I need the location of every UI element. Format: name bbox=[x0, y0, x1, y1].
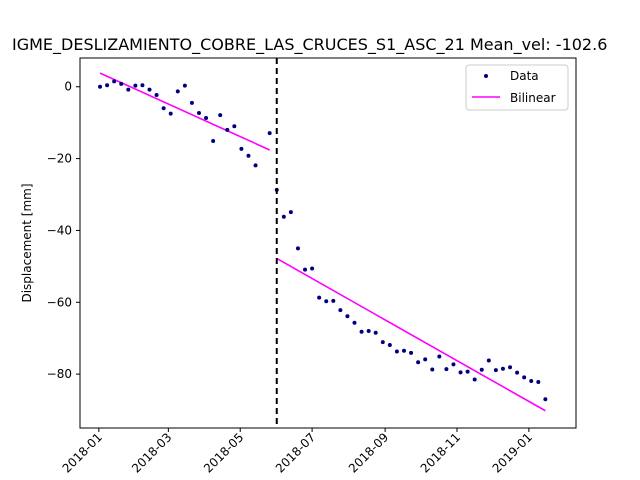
data-point bbox=[373, 330, 378, 335]
x-tick-label: 2018-07 bbox=[273, 430, 318, 475]
y-axis-label: Displacement [mm] bbox=[20, 183, 34, 302]
data-point bbox=[458, 370, 463, 375]
data-point bbox=[225, 127, 230, 132]
data-point bbox=[366, 329, 371, 334]
data-point bbox=[508, 365, 513, 370]
data-point bbox=[394, 349, 399, 354]
data-point bbox=[444, 367, 449, 372]
data-point bbox=[352, 320, 357, 325]
data-point bbox=[232, 124, 237, 129]
y-tick-label: 0 bbox=[64, 80, 72, 94]
data-point bbox=[295, 246, 300, 251]
data-point bbox=[486, 358, 491, 363]
data-point bbox=[338, 308, 343, 313]
y-tick-label: −60 bbox=[47, 295, 72, 309]
x-tick-label: 2018-03 bbox=[129, 430, 174, 475]
data-point bbox=[472, 377, 477, 382]
data-point bbox=[479, 367, 484, 372]
y-axis-ticks: 0 −20 −40 −60 −80 bbox=[47, 80, 80, 381]
data-point bbox=[168, 111, 173, 116]
data-point bbox=[140, 83, 145, 88]
data-point bbox=[451, 362, 456, 367]
data-point bbox=[401, 348, 406, 353]
data-point bbox=[409, 350, 414, 355]
data-point bbox=[189, 100, 194, 105]
data-point bbox=[529, 378, 534, 383]
data-point bbox=[303, 267, 308, 272]
x-tick-label: 2019-01 bbox=[490, 430, 535, 475]
data-points bbox=[98, 79, 548, 402]
chart-title: IGME_DESLIZAMIENTO_COBRE_LAS_CRUCES_S1_A… bbox=[12, 35, 607, 55]
legend-data-label: Data bbox=[510, 69, 539, 83]
legend-data-marker bbox=[484, 74, 488, 78]
legend: Data Bilinear bbox=[465, 64, 569, 111]
data-point bbox=[119, 81, 124, 86]
y-tick-label: −80 bbox=[47, 367, 72, 381]
data-point bbox=[175, 89, 180, 94]
data-point bbox=[196, 110, 201, 115]
data-point bbox=[281, 214, 286, 219]
x-tick-label: 2018-01 bbox=[60, 430, 105, 475]
data-point bbox=[387, 343, 392, 348]
x-tick-label: 2018-05 bbox=[201, 430, 246, 475]
data-point bbox=[98, 84, 103, 89]
data-point bbox=[211, 138, 216, 143]
data-point bbox=[324, 299, 329, 304]
y-tick-label: −40 bbox=[47, 223, 72, 237]
data-point bbox=[182, 83, 187, 88]
x-tick-label: 2018-09 bbox=[346, 430, 391, 475]
data-point bbox=[204, 115, 209, 120]
data-point bbox=[126, 87, 131, 92]
data-point bbox=[500, 366, 505, 371]
data-point bbox=[253, 163, 258, 168]
bilinear-segment-1 bbox=[99, 72, 271, 151]
data-point bbox=[465, 369, 470, 374]
x-axis-ticks: 2018-01 2018-03 2018-05 2018-07 2018-09 2018-… bbox=[60, 428, 535, 476]
bilinear-segment-2 bbox=[276, 257, 546, 412]
data-point bbox=[359, 329, 364, 334]
data-point bbox=[267, 131, 272, 136]
data-point bbox=[147, 87, 152, 92]
data-point bbox=[522, 375, 527, 380]
data-point bbox=[288, 210, 293, 215]
legend-frame bbox=[465, 64, 569, 111]
data-point bbox=[112, 79, 117, 84]
data-point bbox=[515, 370, 520, 375]
y-tick-label: −20 bbox=[47, 152, 72, 166]
data-point bbox=[218, 113, 223, 118]
data-point bbox=[317, 295, 322, 300]
data-point bbox=[105, 83, 110, 88]
data-point bbox=[310, 266, 315, 271]
data-point bbox=[331, 298, 336, 303]
data-point bbox=[239, 146, 244, 151]
data-point bbox=[543, 397, 548, 402]
data-point bbox=[536, 380, 541, 385]
data-point bbox=[161, 106, 166, 111]
data-point bbox=[246, 153, 251, 158]
legend-bilinear-label: Bilinear bbox=[510, 91, 556, 105]
plot-area-frame bbox=[79, 57, 577, 429]
data-point bbox=[437, 354, 442, 359]
x-tick-label: 2018-11 bbox=[418, 430, 463, 475]
bilinear-fit-lines bbox=[99, 72, 546, 412]
data-point bbox=[380, 340, 385, 345]
data-point bbox=[133, 83, 138, 88]
data-point bbox=[493, 368, 498, 373]
data-point bbox=[345, 314, 350, 319]
data-point bbox=[416, 360, 421, 365]
data-point bbox=[423, 357, 428, 362]
data-point bbox=[154, 93, 159, 97]
data-point bbox=[430, 367, 435, 372]
